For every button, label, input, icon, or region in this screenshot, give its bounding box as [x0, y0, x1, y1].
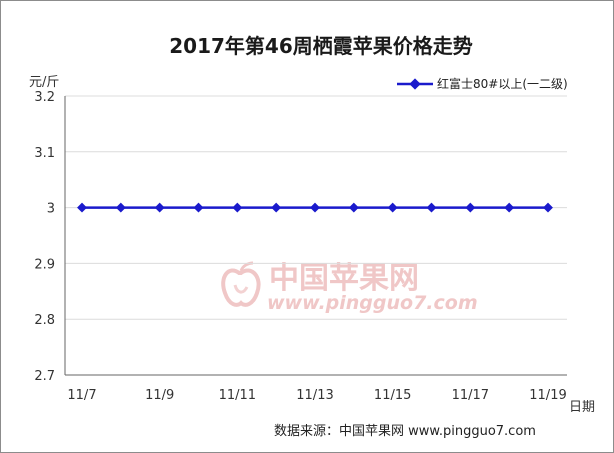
- y-tick-label: 3.1: [34, 146, 55, 161]
- data-point: [271, 202, 282, 213]
- data-point: [115, 202, 126, 213]
- legend-marker-swatch: [409, 78, 421, 90]
- data-point: [387, 202, 398, 213]
- y-tick-label: 3: [47, 202, 55, 217]
- data-point: [232, 202, 243, 213]
- data-point: [193, 202, 204, 213]
- y-tick-label: 2.9: [34, 257, 55, 272]
- x-tick-label: 11/13: [296, 388, 333, 403]
- y-tick-label: 2.8: [34, 313, 55, 328]
- data-point: [504, 202, 515, 213]
- data-point: [465, 202, 476, 213]
- data-point: [348, 202, 359, 213]
- watermark-url: www.pingguo7.com: [267, 292, 478, 314]
- chart-title: 2017年第46周栖霞苹果价格走势: [169, 34, 473, 58]
- legend-entry: 红富士80#以上(一二级): [437, 76, 568, 91]
- x-tick-label: 11/17: [452, 388, 489, 403]
- data-point: [310, 202, 320, 213]
- x-tick-label: 11/19: [529, 388, 566, 403]
- x-tick-label: 11/9: [145, 388, 174, 403]
- x-tick-label: 11/7: [67, 388, 96, 403]
- data-source: 数据来源：中国苹果网 www.pingguo7.com: [274, 424, 536, 439]
- data-point: [77, 202, 87, 213]
- watermark: 中国苹果网 www.pingguo7.com: [221, 261, 478, 314]
- x-tick-label: 11/11: [219, 388, 256, 403]
- y-tick-label: 2.7: [34, 369, 55, 384]
- y-tick-labels: 2.7 2.8 2.9 3 3.1 3.2: [34, 90, 55, 384]
- axes: [64, 96, 567, 376]
- legend: 红富士80#以上(一二级): [397, 76, 568, 91]
- x-tick-labels: 11/7 11/9 11/11 11/13 11/15 11/17 11/19: [67, 388, 566, 403]
- data-point: [426, 202, 437, 213]
- watermark-text: 中国苹果网: [269, 261, 419, 296]
- data-point: [543, 202, 553, 213]
- x-tick-label: 11/15: [374, 388, 411, 403]
- apple-logo-icon: [221, 261, 261, 307]
- y-axis-label: 元/斤: [29, 75, 59, 90]
- series-group: [77, 202, 553, 213]
- x-axis-label: 日期: [569, 400, 595, 415]
- data-point: [154, 202, 165, 213]
- y-tick-label: 3.2: [34, 90, 55, 105]
